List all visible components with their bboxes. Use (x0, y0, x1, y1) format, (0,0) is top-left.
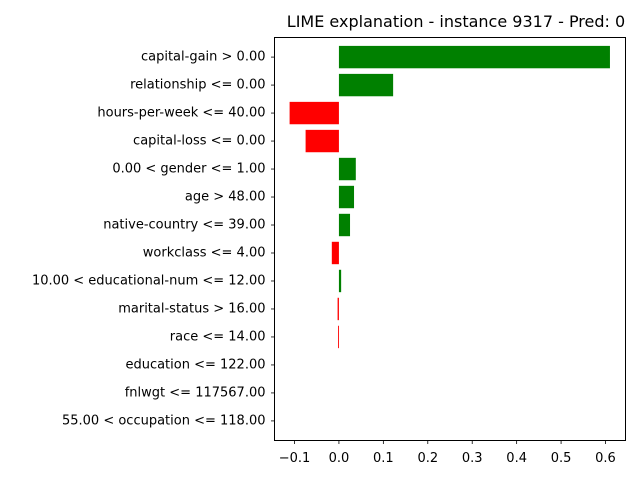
x-tick-label: 0.3 (462, 451, 483, 466)
bar-1 (338, 73, 394, 97)
x-tick-label: 0.5 (551, 451, 572, 466)
y-tick-label: capital-gain > 0.00 (141, 50, 266, 65)
y-axis-ticks: capital-gain > 0.00 relationship <= 0.00 h… (32, 50, 275, 428)
y-tick-label: workclass <= 4.00 (143, 245, 266, 260)
x-tick-label: −0.1 (279, 451, 311, 466)
y-tick-label: marital-status > 16.00 (118, 301, 265, 316)
x-tick-label: 0.0 (329, 451, 350, 466)
y-tick-label: 10.00 < educational-num <= 12.00 (32, 273, 266, 288)
y-tick-label: race <= 14.00 (170, 329, 266, 344)
plot-frame (274, 37, 626, 441)
x-tick-label: 0.1 (373, 451, 394, 466)
y-tick-label: relationship <= 0.00 (130, 78, 265, 93)
bar-5 (338, 185, 355, 209)
bar-0 (338, 45, 610, 69)
x-axis-ticks: −0.1 0.0 0.1 0.2 0.3 0.4 0.5 0.6 (279, 440, 616, 466)
y-tick-label: education <= 122.00 (125, 357, 265, 372)
bars-group (289, 45, 610, 349)
x-tick-label: 0.6 (595, 451, 616, 466)
bar-4 (338, 157, 356, 181)
bar-2 (289, 101, 339, 125)
bar-6 (338, 213, 351, 237)
bar-8 (338, 269, 342, 293)
bar-9 (337, 297, 339, 321)
x-tick-label: 0.4 (506, 451, 527, 466)
y-tick-label: 55.00 < occupation <= 118.00 (62, 413, 266, 428)
bar-10 (338, 325, 339, 349)
y-tick-label: fnlwgt <= 117567.00 (125, 385, 266, 400)
y-tick-label: 0.00 < gender <= 1.00 (112, 162, 265, 177)
y-tick-label: age > 48.00 (185, 190, 266, 205)
y-tick-label: hours-per-week <= 40.00 (97, 106, 265, 121)
bar-3 (305, 129, 339, 153)
y-tick-label: capital-loss <= 0.00 (133, 134, 265, 149)
x-tick-label: 0.2 (417, 451, 438, 466)
bar-7 (331, 241, 339, 265)
chart-title: LIME explanation - instance 9317 - Pred:… (287, 12, 625, 31)
y-tick-label: native-country <= 39.00 (103, 218, 265, 233)
